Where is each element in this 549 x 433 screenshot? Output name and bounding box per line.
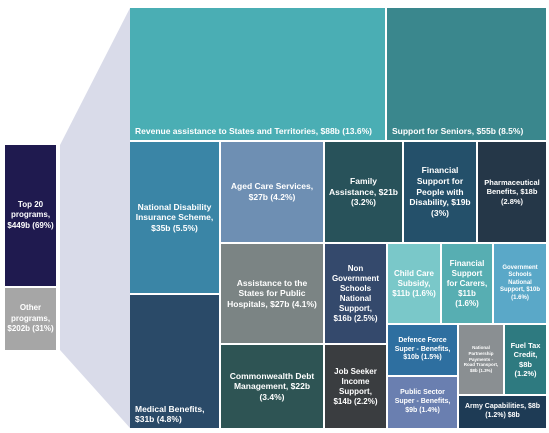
tile-commonwealth-debt-management: Commonwealth Debt Management, $22b (3.4%… xyxy=(221,345,323,428)
tile-label: Medical Benefits, $31b (4.8%) xyxy=(135,403,205,425)
tile-financial-support-for-carers: Financial Support for Carers, $11b (1.6%… xyxy=(442,244,492,323)
tile-label: Army Capabilities, $8b (1.2%) $8b xyxy=(464,403,541,419)
tile-label: Financial Support for People with Disabi… xyxy=(409,165,471,218)
tile-label: Aged Care Services, $27b (4.2%) xyxy=(230,181,314,202)
tile-label: Job Seeker Income Support, $14b (2.2%) xyxy=(333,366,378,406)
tile-label: Family Assistance, $21b (3.2%) xyxy=(329,176,398,208)
tile-job-seeker-income-support: Job Seeker Income Support, $14b (2.2%) xyxy=(325,345,386,428)
tile-defence-force-super-benefits: Defence Force Super - Benefits, $10b (1.… xyxy=(388,325,457,375)
other-programs-bar: Other programs, $202b (31%) xyxy=(5,288,56,350)
tile-label: Public Sector Super - Benefits, $9b (1.4… xyxy=(394,389,451,414)
tile-support-for-seniors: Support for Seniors, $55b (8.5%) xyxy=(387,8,546,140)
tile-pharmaceutical-benefits: Pharmaceutical Benefits, $18b (2.8%) xyxy=(478,142,546,242)
tile-financial-support-for-people-with-disability: Financial Support for People with Disabi… xyxy=(404,142,476,242)
tile-label: Financial Support for Carers, $11b (1.6%… xyxy=(446,258,488,308)
tile-family-assistance: Family Assistance, $21b (3.2%) xyxy=(325,142,402,242)
tile-label: Commonwealth Debt Management, $22b (3.4%… xyxy=(229,370,315,402)
tile-label: Support for Seniors, $55b (8.5%) xyxy=(392,126,524,137)
tile-label: Pharmaceutical Benefits, $18b (2.8%) xyxy=(484,177,540,206)
tile-label: Child Care Subsidy, $11b (1.6%) xyxy=(392,268,436,298)
tile-label: Fuel Tax Credit, $8b (1.2%) xyxy=(510,340,541,378)
tile-child-care-subsidy: Child Care Subsidy, $11b (1.6%) xyxy=(388,244,440,323)
tile-label: Defence Force Super - Benefits, $10b (1.… xyxy=(394,336,451,362)
tile-label: Government Schools National Support, $10… xyxy=(499,264,540,301)
tile-national-partnership-payments-road-transport: National Partnership Payments - Road Tra… xyxy=(459,325,503,394)
top-20-programs-bar: Top 20 programs, $449b (69%) xyxy=(5,145,56,286)
tile-government-schools-national-support: Government Schools National Support, $10… xyxy=(494,244,546,323)
tile-label: Revenue assistance to States and Territo… xyxy=(135,126,372,137)
tile-non-government-schools-national-support: Non Government Schools National Support,… xyxy=(325,244,386,343)
tile-public-sector-super-benefits: Public Sector Super - Benefits, $9b (1.4… xyxy=(388,377,457,428)
tile-medical-benefits: Medical Benefits, $31b (4.8%) xyxy=(130,295,219,428)
tile-army-capabilities: Army Capabilities, $8b (1.2%) $8b xyxy=(459,396,546,428)
tile-label: Assistance to the States for Public Hosp… xyxy=(227,277,317,309)
zoom-connector-shape xyxy=(60,8,130,428)
tile-national-disability-insurance-scheme: National Disability Insurance Scheme, $3… xyxy=(130,142,219,293)
tile-label: National Partnership Payments - Road Tra… xyxy=(463,345,499,373)
tile-label: Non Government Schools National Support,… xyxy=(331,263,380,323)
tile-revenue-assistance-to-states-and-territories: Revenue assistance to States and Territo… xyxy=(130,8,385,140)
tile-assistance-to-the-states-for-public-hospitals: Assistance to the States for Public Hosp… xyxy=(221,244,323,343)
tile-aged-care-services: Aged Care Services, $27b (4.2%) xyxy=(221,142,323,242)
tile-label: National Disability Insurance Scheme, $3… xyxy=(135,201,214,233)
tile-fuel-tax-credit: Fuel Tax Credit, $8b (1.2%) xyxy=(505,325,546,394)
